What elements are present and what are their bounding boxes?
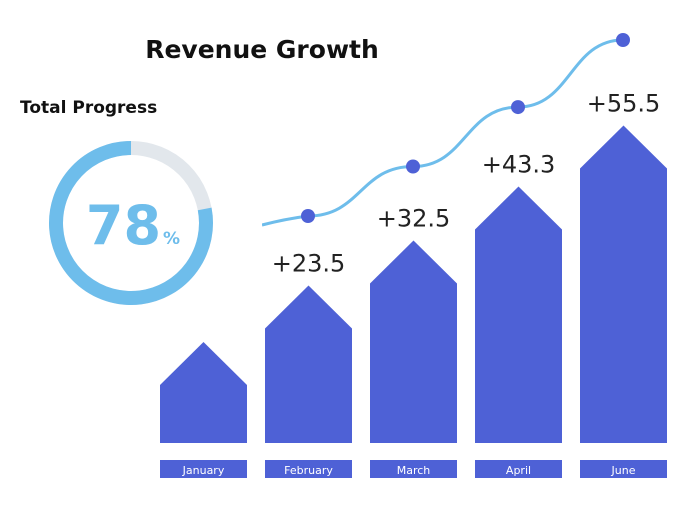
- bar-april: [475, 186, 562, 443]
- progress-fill-arc: [49, 141, 213, 305]
- category-tab-january: [160, 460, 247, 478]
- trend-point-2: [406, 159, 420, 174]
- category-label-june: June: [611, 464, 636, 477]
- value-label-march: +32.5: [377, 205, 451, 233]
- category-tab-june: [580, 460, 667, 478]
- progress-panel: [0, 95, 262, 330]
- category-label-march: March: [397, 464, 431, 477]
- trend-line-layer: [261, 33, 630, 227]
- bar-march: [370, 240, 457, 443]
- category-tab-february: [265, 460, 352, 478]
- progress-ring: [49, 141, 213, 305]
- category-tab-april: [475, 460, 562, 478]
- progress-percentage-text: 78%: [86, 194, 180, 257]
- value-label-june: +55.5: [587, 90, 661, 118]
- category-label-february: February: [284, 464, 333, 477]
- category-label-january: January: [182, 464, 225, 477]
- bar-february: [265, 285, 352, 443]
- trend-point-1: [301, 209, 315, 223]
- trend-point-3: [511, 100, 525, 115]
- value-label-february: +23.5: [272, 250, 346, 278]
- progress-value: 78: [86, 194, 161, 257]
- bar-june: [580, 125, 667, 443]
- trend-line: [261, 38, 624, 227]
- value-label-april: +43.3: [482, 151, 556, 179]
- bars-layer: +12.2January+23.5February+32.5March+43.3…: [160, 90, 667, 478]
- progress-label: Total Progress: [20, 98, 157, 118]
- bar-january: [160, 342, 247, 443]
- trend-point-4: [616, 33, 630, 47]
- category-label-april: April: [506, 464, 531, 477]
- progress-unit: %: [163, 229, 180, 249]
- category-tab-march: [370, 460, 457, 478]
- chart-title: Revenue Growth: [145, 35, 379, 64]
